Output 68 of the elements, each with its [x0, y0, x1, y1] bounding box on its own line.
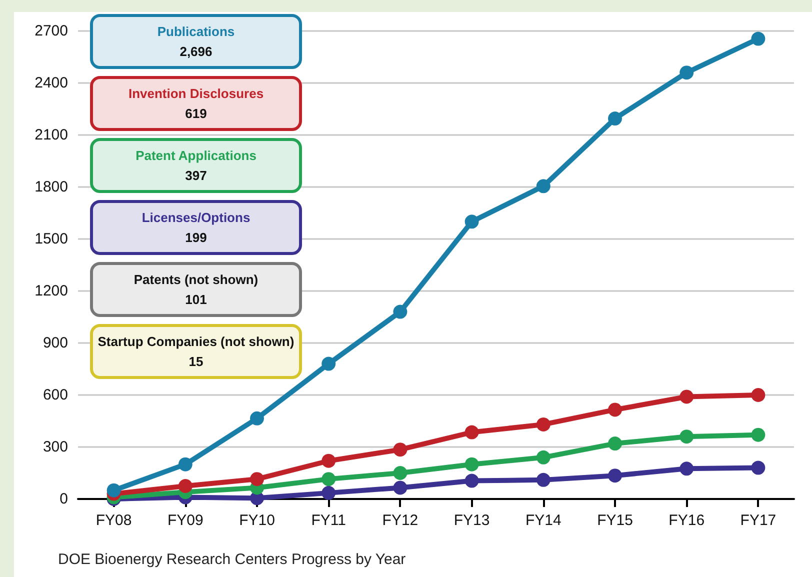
x-tick-label: FY10: [239, 512, 275, 529]
point: [106, 483, 121, 498]
annotation: 2,696: [178, 43, 214, 61]
point: [322, 356, 336, 371]
x-tick-label: FY17: [740, 512, 776, 529]
point: [464, 457, 479, 472]
x-tick-label: FY16: [668, 512, 705, 529]
y-tick-label: 0: [60, 490, 68, 508]
point: [322, 472, 336, 486]
point: [608, 436, 622, 451]
point: [680, 430, 694, 444]
annotation: Patents (not shown): [132, 271, 260, 289]
label-box: Invention Disclosures 619: [90, 76, 302, 131]
y-tick-label: 1800: [34, 178, 68, 196]
label-box: Publications 2,696: [90, 14, 302, 69]
label-box: Patents (not shown) 101: [90, 262, 302, 317]
x-tick-label: FY14: [525, 512, 562, 529]
point: [536, 472, 550, 487]
label-box: Licenses/Options 199: [90, 200, 302, 255]
y-tick-label: 2100: [34, 126, 68, 144]
label-box: Patent Applications 397: [90, 138, 302, 193]
point: [536, 417, 550, 432]
point: [464, 214, 479, 229]
point: [250, 411, 264, 426]
annotation: 101: [184, 291, 208, 309]
x-tick-label: FY11: [311, 512, 346, 529]
y-tick-label: 2400: [34, 74, 68, 92]
x-tick-label: FY13: [454, 512, 490, 529]
annotation: 397: [184, 167, 208, 185]
point: [322, 454, 336, 468]
point: [393, 304, 408, 319]
point: [680, 66, 694, 80]
point: [608, 112, 622, 126]
y-tick-label: 300: [42, 438, 68, 456]
point: [751, 32, 766, 46]
x-tick-label: FY09: [167, 512, 204, 529]
point: [536, 179, 550, 194]
y-tick-label: 1500: [34, 230, 68, 248]
text: DOE Bioenergy Research Centers Progress by Year: [58, 551, 406, 568]
point: [680, 462, 694, 476]
annotation: Startup Companies (not shown): [96, 333, 296, 351]
point: [608, 468, 622, 483]
point: [536, 450, 550, 464]
x-tick-label: FY12: [382, 512, 418, 529]
label-box: Startup Companies (not shown) 15: [90, 324, 302, 379]
point: [393, 480, 408, 495]
y-tick-label: 600: [42, 386, 68, 404]
point: [751, 388, 766, 402]
point: [464, 474, 479, 488]
y-tick-label: 1200: [34, 282, 68, 300]
point: [751, 460, 766, 475]
point: [464, 425, 479, 440]
x-tick-label: FY08: [96, 512, 132, 529]
x-tick-label: FY15: [597, 512, 633, 529]
point: [250, 472, 264, 486]
point: [322, 486, 336, 500]
point: [751, 428, 766, 442]
point: [178, 457, 192, 472]
point: [393, 466, 408, 480]
annotation: 199: [184, 229, 208, 247]
annotation: 15: [188, 353, 204, 371]
annotation: 619: [184, 105, 208, 123]
point: [178, 479, 192, 493]
y-tick-label: 900: [42, 334, 68, 352]
point: [608, 402, 622, 417]
point: [393, 442, 408, 457]
point: [680, 390, 694, 404]
y-tick-label: 2700: [34, 22, 68, 40]
